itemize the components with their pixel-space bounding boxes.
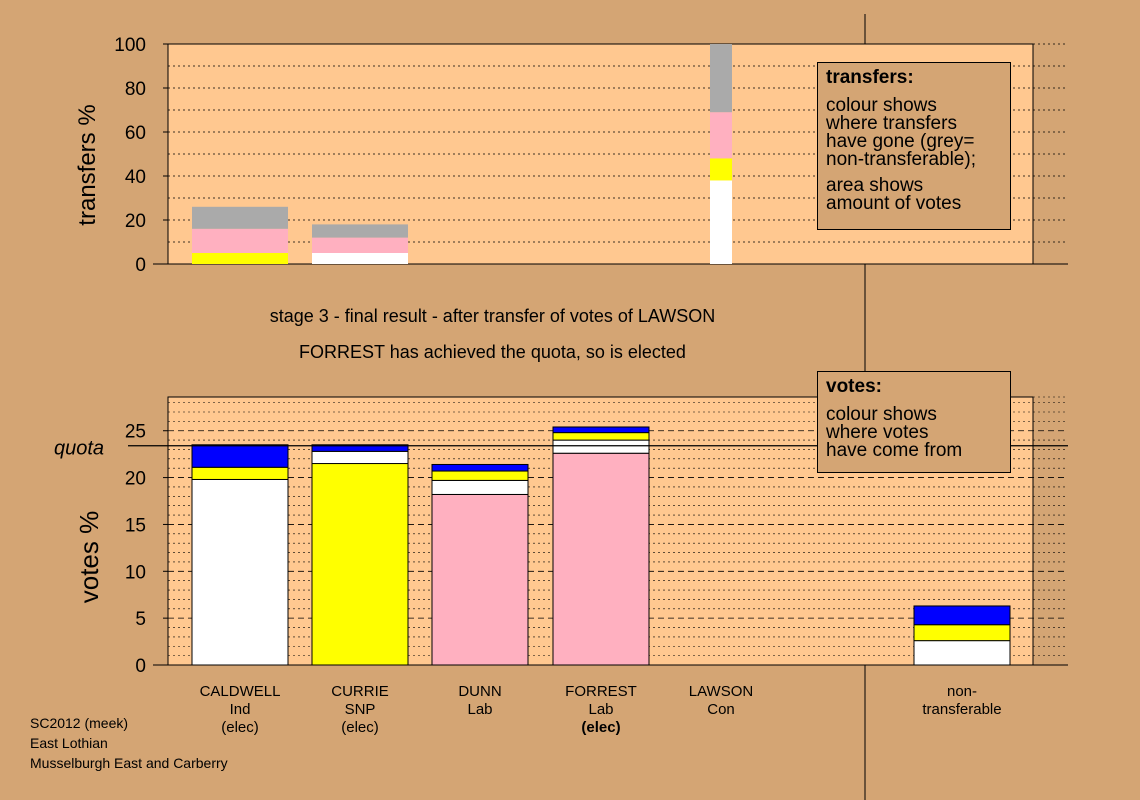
transfers-tick-label: 80: [125, 79, 146, 100]
vote-bar-segment-white: [311, 450, 409, 465]
vote-bar-segment-white: [431, 479, 529, 495]
vote-bar-segment-yellow: [552, 432, 650, 441]
vote-bar-segment-yellow: [311, 463, 409, 666]
transfers-tick-label: 20: [125, 211, 146, 232]
transfers-legend-box: transfers: colour shows where transfers …: [817, 62, 1011, 230]
candidate-name: FORREST: [565, 683, 637, 700]
vote-bar-segment-yellow: [431, 470, 529, 481]
result-caption: FORREST has achieved the quota, so is el…: [299, 342, 686, 362]
transfer-bar-white: [312, 253, 408, 264]
vote-bar-segment-pink: [431, 493, 529, 666]
stage-caption: stage 3 - final result - after transfer …: [269, 306, 716, 326]
vote-bar-segment-blue: [552, 426, 650, 434]
vote-bar-segment-white: [913, 640, 1011, 666]
candidate-name: LAWSON: [688, 683, 754, 700]
transfers-tick-label: 0: [135, 255, 146, 276]
footer-council: East Lothian: [30, 735, 108, 751]
transfers-tick-label: 60: [125, 123, 146, 144]
candidate-status: (elec): [341, 719, 379, 736]
candidate-party: Ind: [229, 701, 251, 718]
candidate-status: (elec): [221, 719, 259, 736]
vote-bar-segment-blue: [311, 444, 409, 452]
footer-source: SC2012 (meek): [30, 715, 129, 731]
votes-legend-title: votes:: [826, 376, 882, 397]
candidate-name: DUNN: [458, 683, 502, 700]
votes-tick-label: 5: [135, 609, 146, 630]
vote-bar-segment-blue: [913, 605, 1011, 626]
transfer-bar-grey: [710, 44, 732, 113]
votes-tick-label: 25: [125, 422, 146, 443]
transfers-tick-label: 40: [125, 167, 146, 188]
candidate-status: (elec): [581, 719, 621, 736]
votes-axis-label: votes %: [74, 511, 104, 604]
footer: SC2012 (meek) East Lothian Musselburgh E…: [30, 713, 228, 773]
candidate-name: CURRIE: [331, 683, 389, 700]
transfer-bar-pink: [710, 112, 732, 159]
vote-bar-segment-yellow: [191, 466, 289, 480]
transfer-bar-yellow: [710, 158, 732, 181]
vote-bar-segment-white: [191, 478, 289, 666]
candidate-label: non-transferable: [907, 683, 1017, 719]
votes-legend-box: votes: colour shows where votes have com…: [817, 371, 1011, 473]
votes-tick-label: 10: [125, 562, 146, 583]
quota-label: quota: [54, 438, 104, 460]
vote-bar-segment-pink: [552, 452, 650, 666]
transfer-bar-white: [710, 180, 732, 264]
transfer-bar-yellow: [192, 253, 288, 264]
footer-ward: Musselburgh East and Carberry: [30, 755, 228, 771]
transfers-legend-text-2: area shows amount of votes: [826, 175, 962, 214]
candidate-label: DUNN Lab: [425, 683, 535, 719]
candidate-party: Lab: [588, 701, 614, 718]
candidate-party: Con: [707, 701, 735, 718]
candidate-label: FORREST Lab (elec): [546, 683, 656, 737]
transfer-bar-pink: [312, 237, 408, 253]
votes-tick-label: 0: [135, 656, 146, 677]
candidate-label: CALDWELL Ind (elec): [185, 683, 295, 737]
transfer-bar-grey: [192, 206, 288, 229]
vote-bar-segment-blue: [191, 444, 289, 468]
vote-bar-segment-blue: [431, 463, 529, 472]
transfers-legend-title: transfers:: [826, 67, 914, 88]
candidate-party: SNP: [344, 701, 376, 718]
candidate-label: LAWSON Con: [666, 683, 776, 719]
candidate-name: non-: [946, 683, 978, 700]
transfers-axis-label: transfers %: [74, 104, 101, 225]
candidate-party: Lab: [467, 701, 493, 718]
transfers-tick-label: 100: [114, 35, 146, 56]
votes-tick-label: 20: [125, 469, 146, 490]
transfer-bar-grey: [312, 224, 408, 238]
transfers-legend-text-1: colour shows where transfers have gone (…: [826, 95, 976, 170]
vote-bar-segment-white: [552, 439, 650, 454]
votes-legend-text: colour shows where votes have come from: [826, 404, 963, 461]
candidate-name: CALDWELL: [199, 683, 281, 700]
candidate-party: transferable: [922, 701, 1002, 718]
transfer-bar-pink: [192, 228, 288, 253]
candidate-label: CURRIE SNP (elec): [305, 683, 415, 737]
votes-tick-label: 15: [125, 515, 146, 536]
vote-bar-segment-yellow: [913, 624, 1011, 642]
